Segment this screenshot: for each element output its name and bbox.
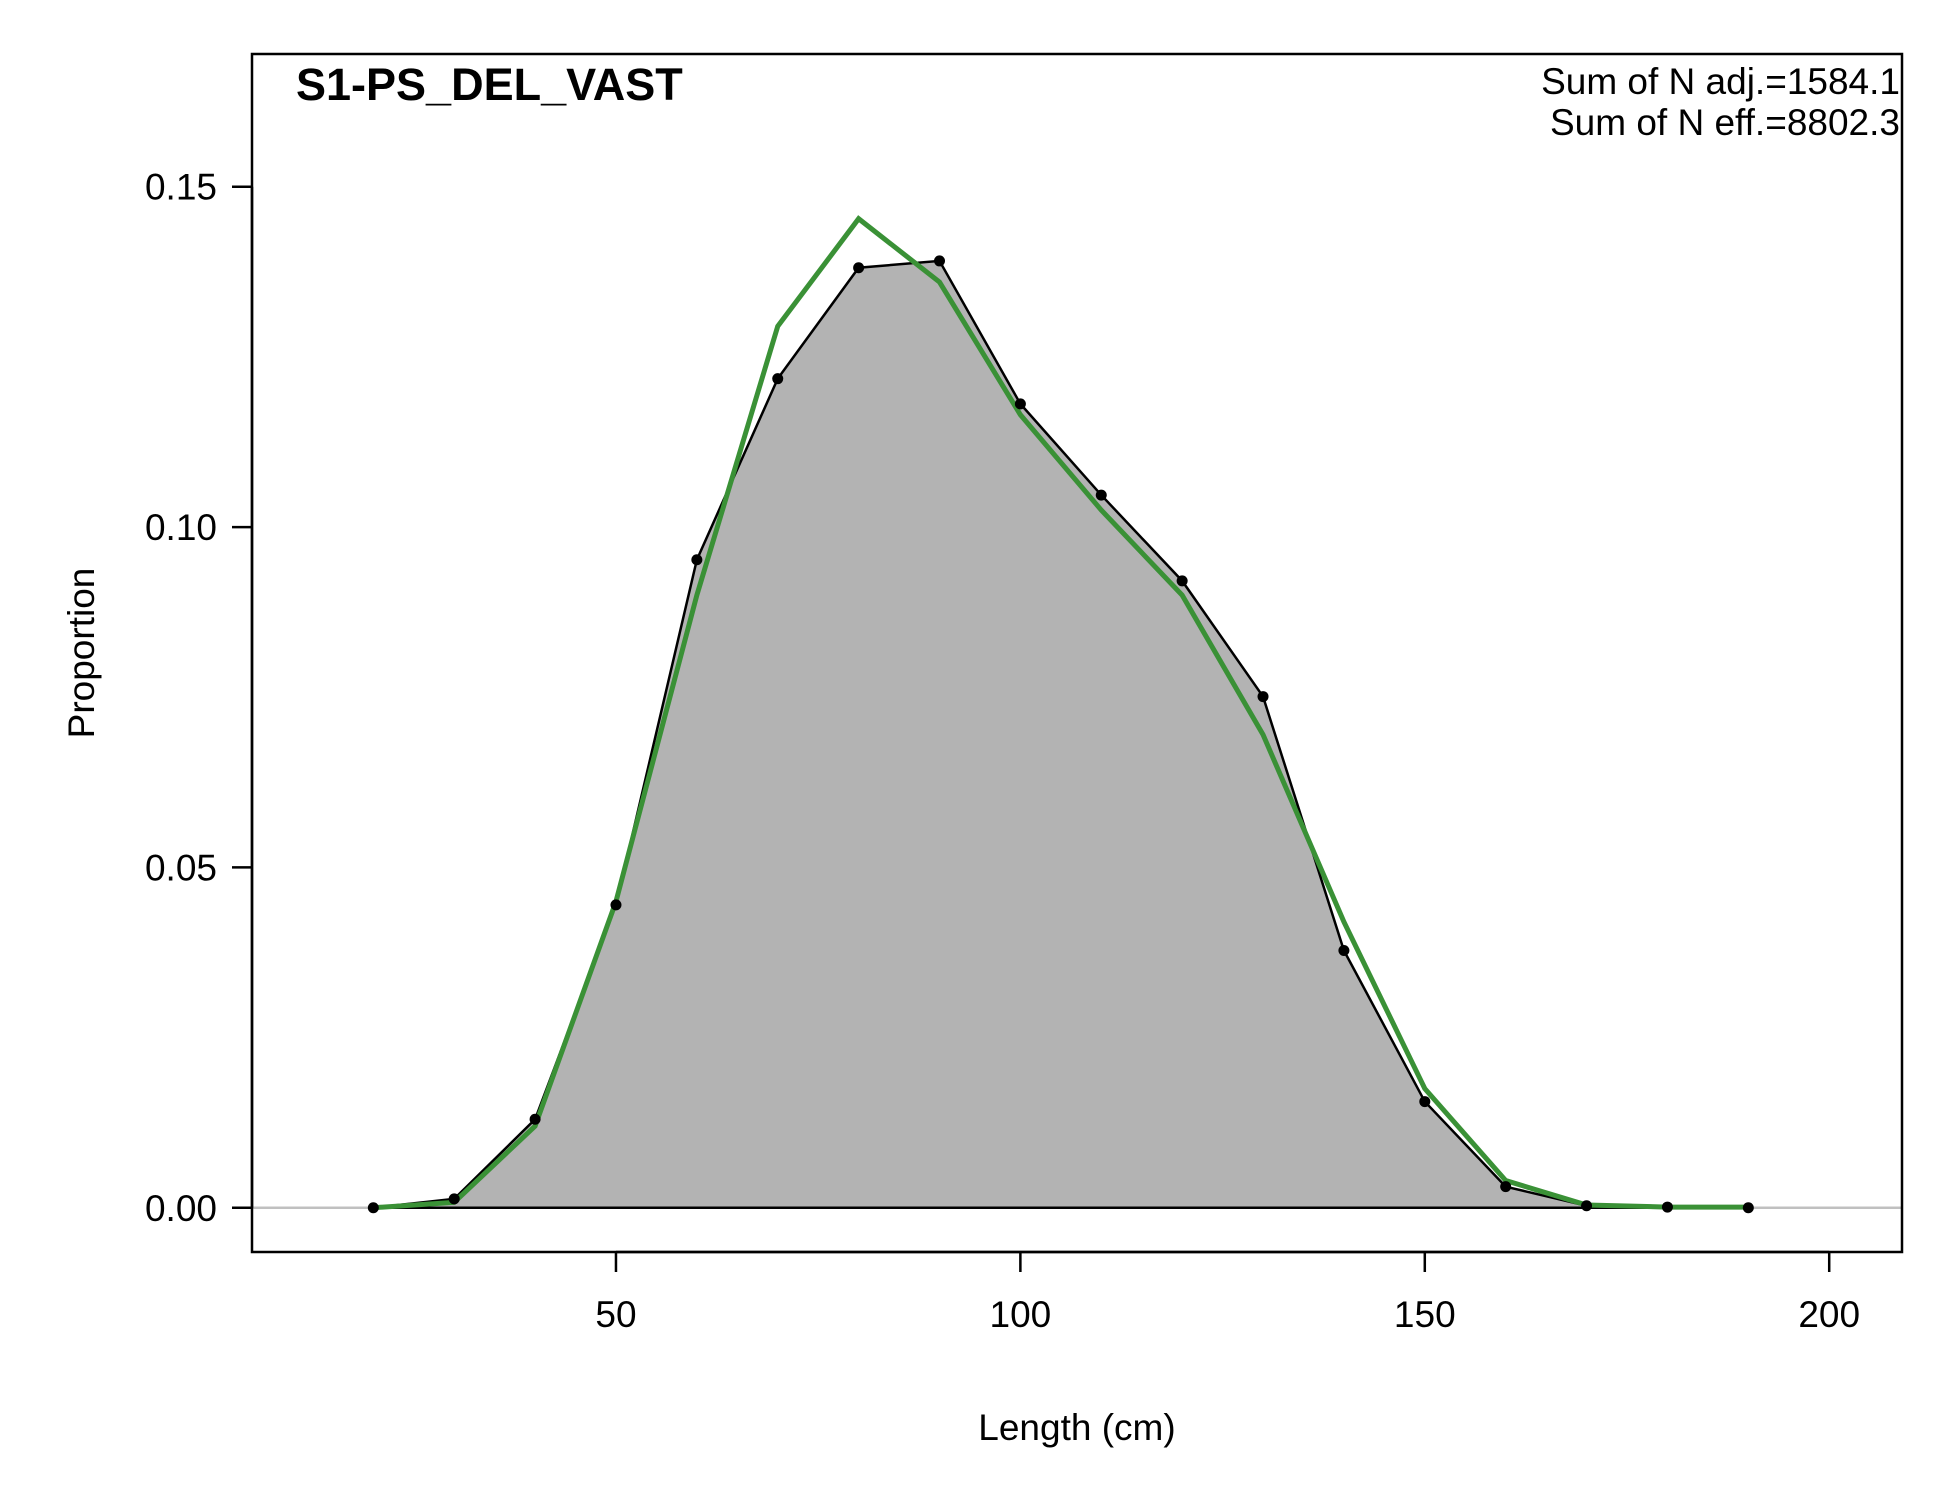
observed-point (1257, 691, 1269, 703)
y-tick-label: 0.00 (145, 1188, 217, 1229)
observed-point (529, 1113, 541, 1125)
observed-point (448, 1193, 460, 1205)
y-tick-label: 0.15 (145, 167, 217, 208)
expected-line (373, 215, 1749, 1211)
panel-title: S1-PS_DEL_VAST (296, 59, 683, 110)
sum-n-eff-annotation: Sum of N eff.=8802.3 (1550, 102, 1900, 143)
y-tick-label: 0.05 (145, 847, 217, 888)
y-tick-label: 0.10 (145, 507, 217, 548)
sum-n-adj-annotation: Sum of N adj.=1584.1 (1541, 61, 1900, 102)
x-tick-label: 200 (1798, 1294, 1860, 1335)
observed-point (610, 899, 622, 911)
x-tick-label: 100 (990, 1294, 1052, 1335)
plot-marks (252, 215, 1902, 1214)
observed-point (1014, 398, 1026, 410)
observed-point (1500, 1181, 1512, 1193)
x-axis-title: Length (cm) (978, 1407, 1175, 1448)
observed-point (772, 373, 784, 385)
x-tick-label: 150 (1394, 1294, 1456, 1335)
observed-point (367, 1202, 379, 1214)
y-axis-title: Proportion (61, 568, 102, 739)
observed-point (1742, 1202, 1754, 1214)
observed-point (1419, 1096, 1431, 1108)
observed-point (853, 262, 865, 274)
observed-point (1176, 575, 1188, 587)
observed-point (691, 554, 703, 566)
observed-point (1095, 489, 1107, 501)
observed-point (1581, 1200, 1593, 1212)
x-tick-label: 50 (595, 1294, 636, 1335)
observed-point (1338, 944, 1350, 956)
observed-point (934, 255, 945, 267)
y-axis: 0.00 0.05 0.10 0.15 (145, 167, 254, 1229)
observed-point (1661, 1201, 1673, 1213)
observed-area (373, 260, 1749, 1208)
x-axis: 50 100 150 200 (595, 1250, 1860, 1335)
